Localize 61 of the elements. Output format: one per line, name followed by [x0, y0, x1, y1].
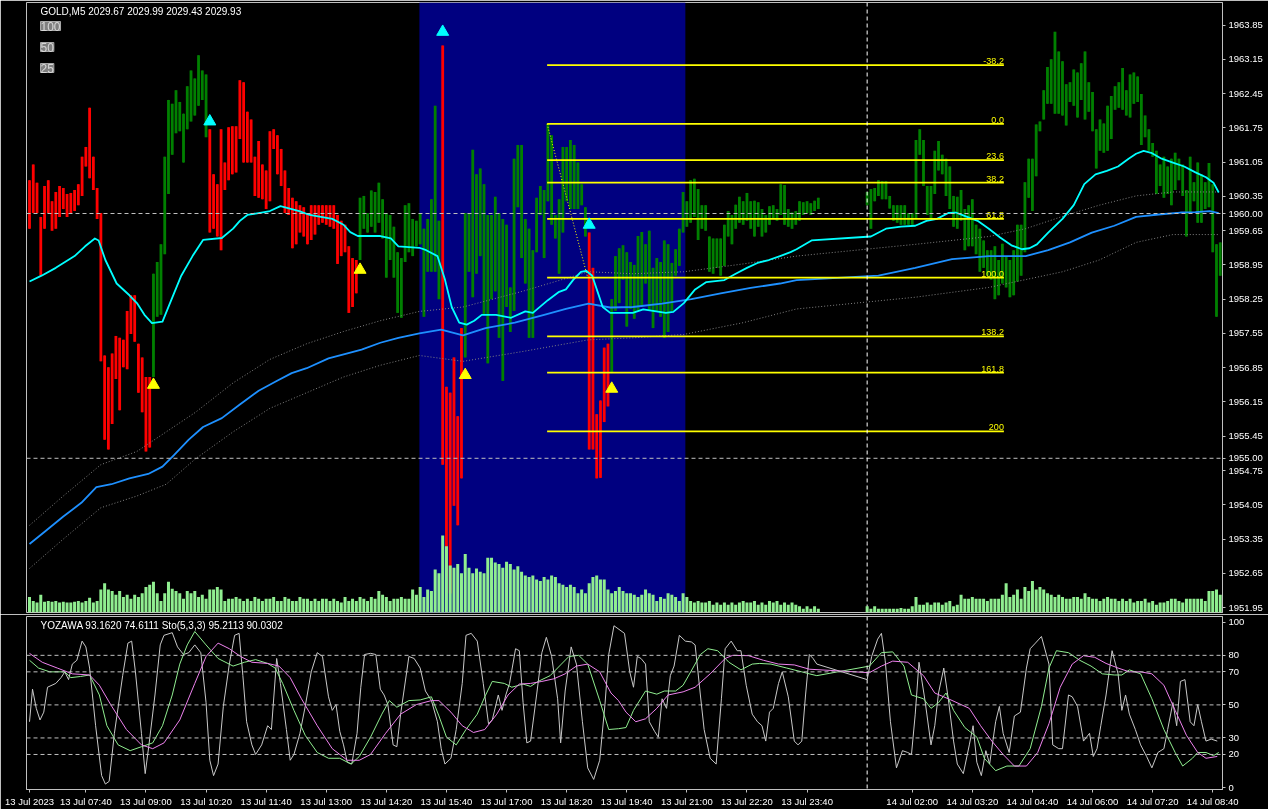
y-tick-label: 1963.85 — [1228, 19, 1263, 31]
x-tick-label: 14 Jul 08:40 — [1186, 795, 1239, 807]
series-label: -38.2 — [983, 56, 1004, 67]
x-tick-label: 13 Jul 07:40 — [59, 795, 112, 807]
x-tick-label: 13 Jul 13:00 — [300, 795, 353, 807]
y-tick-label: 1951.95 — [1228, 601, 1263, 613]
y-tick-label: 1963.15 — [1228, 53, 1263, 65]
series-label: 138.2 — [981, 327, 1004, 338]
series-label: 200 — [988, 422, 1004, 433]
y-tick-label: 1959.65 — [1228, 224, 1263, 236]
ref-line-label: 1955.00 — [1228, 452, 1263, 464]
y-tick-label: 1962.45 — [1228, 87, 1263, 99]
y-tick-label: 50 — [1228, 698, 1240, 710]
y-tick-label: 1954.05 — [1228, 498, 1263, 510]
series-label: 161.8 — [981, 363, 1004, 374]
annotation: 25 — [40, 61, 55, 76]
x-tick-label: 14 Jul 02:00 — [886, 795, 939, 807]
x-tick-label: 13 Jul 09:00 — [120, 795, 172, 807]
y-tick-label: 1961.75 — [1228, 121, 1263, 133]
y-tick-label: 20 — [1228, 748, 1240, 760]
ref-line-label: 1960.00 — [1228, 207, 1263, 219]
y-tick-label: 100 — [1228, 616, 1245, 628]
y-tick-label: 1956.85 — [1228, 361, 1263, 373]
y-tick-label: 80 — [1228, 649, 1240, 661]
x-tick-label: 13 Jul 14:20 — [360, 795, 413, 807]
x-tick-label: 13 Jul 2023 — [4, 795, 55, 807]
y-tick-label: 1958.25 — [1228, 293, 1263, 305]
x-tick-label: 13 Jul 11:40 — [240, 795, 292, 807]
x-tick-label: 14 Jul 03:20 — [946, 795, 999, 807]
x-tick-label: 14 Jul 07:20 — [1126, 795, 1179, 807]
x-tick-label: 13 Jul 18:20 — [540, 795, 593, 807]
y-tick-label: 1954.75 — [1228, 464, 1263, 476]
y-tick-label: 1952.65 — [1228, 567, 1263, 579]
x-tick-label: 13 Jul 17:00 — [480, 795, 533, 807]
series-label: 38.2 — [986, 173, 1004, 184]
series-label: 100.0 — [981, 268, 1004, 279]
y-tick-label: 0 — [1228, 781, 1234, 793]
y-tick-label: 1960.35 — [1228, 190, 1263, 202]
y-tick-label: 1961.05 — [1228, 156, 1263, 168]
x-tick-label: 13 Jul 22:20 — [721, 795, 773, 807]
x-tick-label: 13 Jul 23:40 — [781, 795, 833, 807]
x-tick-label: 13 Jul 19:40 — [600, 795, 653, 807]
series-label: 61.8 — [986, 209, 1004, 220]
series-label: 23.6 — [986, 151, 1004, 162]
chart-title: GOLD,M5 2029.67 2029.99 2029.43 2029.93 — [40, 5, 242, 17]
y-tick-label: 1955.45 — [1228, 430, 1263, 442]
y-tick-label: 1958.95 — [1228, 258, 1263, 270]
chart-title: YOZAWA 93.1620 74.6111 Sto(5,3,3) 95.2113 90.0302 — [40, 619, 284, 631]
x-tick-label: 13 Jul 10:20 — [180, 795, 232, 807]
y-tick-label: 1953.35 — [1228, 533, 1263, 545]
y-tick-label: 30 — [1228, 731, 1240, 743]
y-tick-label: 70 — [1228, 665, 1240, 677]
annotation: 100 — [40, 19, 61, 34]
annotation: 50 — [40, 40, 55, 55]
x-tick-label: 13 Jul 21:00 — [660, 795, 713, 807]
y-tick-label: 1957.55 — [1228, 327, 1263, 339]
y-tick-label: 1956.15 — [1228, 395, 1263, 407]
x-tick-label: 14 Jul 04:40 — [1006, 795, 1059, 807]
x-tick-label: 13 Jul 15:40 — [420, 795, 473, 807]
series-label: 0.0 — [991, 114, 1004, 125]
x-tick-label: 14 Jul 06:00 — [1066, 795, 1119, 807]
